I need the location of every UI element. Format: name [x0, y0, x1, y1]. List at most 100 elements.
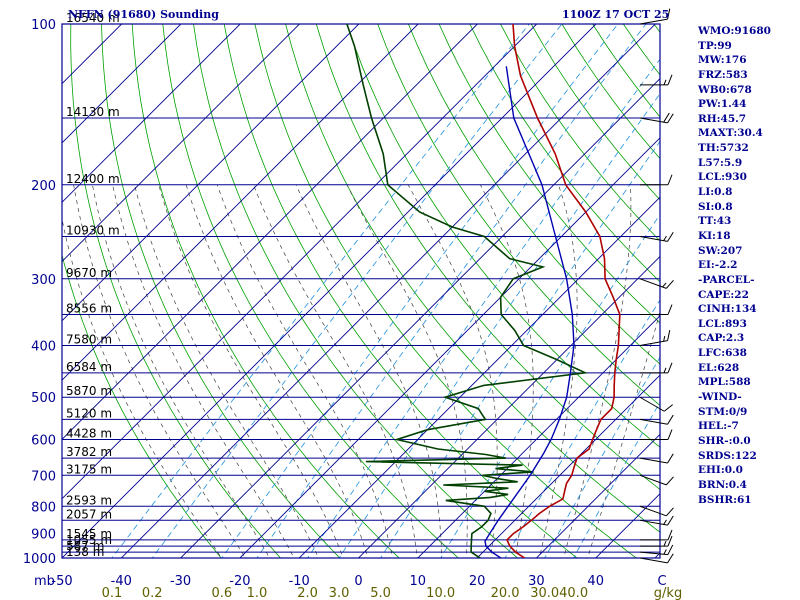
- moist-adiabat-line: [62, 217, 222, 558]
- mixing-ratio-label: 0.6: [211, 586, 232, 600]
- sounding-index: MPL:588: [698, 376, 751, 389]
- isotherm-line: [62, 24, 182, 144]
- sounding-index: EHI:0.0: [698, 464, 743, 477]
- moist-adiabat-line: [73, 184, 246, 558]
- mixing-ratio-label: 1.0: [247, 586, 268, 600]
- mixing-ratio-line: [256, 24, 647, 558]
- pressure-tick-label: 1000: [23, 552, 56, 567]
- wind-barb-feather: [665, 507, 674, 517]
- observation-time: 1100Z 17 OCT 25: [562, 8, 670, 21]
- wind-barb-staff: [639, 474, 667, 486]
- isotherm-line: [357, 255, 660, 558]
- chart-frame: [61, 23, 661, 559]
- sounding-index: EL:628: [698, 361, 740, 374]
- mixing-ratio-line: [151, 24, 563, 558]
- wind-barb-feather: [667, 8, 671, 20]
- sounding-index: MAXT:30.4: [698, 127, 763, 140]
- sounding-index: STM:0/9: [698, 405, 748, 418]
- moist-adiabat-line: [587, 310, 660, 558]
- mixing-ratio-label: 2.0: [297, 586, 318, 600]
- wind-barb-staff: [639, 557, 668, 564]
- mixing-ratio-line: [544, 356, 660, 558]
- temperature-tick-label: -30: [170, 574, 191, 589]
- wind-barb-feather: [665, 476, 674, 486]
- height-level-label: 12400 m: [66, 172, 120, 186]
- height-level-label: 8556 m: [66, 302, 112, 316]
- wind-barb-half-feather: [663, 540, 667, 547]
- height-level-label: 4428 m: [66, 427, 112, 441]
- isotherm-line: [62, 24, 301, 263]
- wind-barb-feather: [667, 74, 673, 86]
- wind-barb-half-feather: [663, 79, 667, 86]
- moist-adiabat-line: [539, 184, 578, 558]
- isotherm-line: [239, 137, 660, 558]
- height-level-label: 3175 m: [66, 462, 112, 476]
- sounding-index: MW:176: [698, 54, 747, 67]
- dewpoint-trace: [346, 24, 589, 558]
- isotherm-line: [120, 24, 656, 558]
- wind-barb-staff: [639, 396, 665, 412]
- station-title: NFFN (91680) Sounding: [68, 8, 219, 21]
- sounding-index: BSHR:61: [698, 493, 752, 506]
- wind-barb-half-feather: [663, 367, 667, 374]
- height-level-label: 138 m: [66, 545, 104, 559]
- pressure-tick-label: 100: [31, 18, 56, 33]
- dry-adiabat-line: [62, 253, 222, 558]
- wind-barb-feather: [667, 362, 673, 374]
- mixing-ratio-line: [221, 24, 619, 558]
- temperature-tick-label: 40: [587, 574, 604, 589]
- moist-adiabat-line: [480, 184, 534, 558]
- mixing-ratio-label: 3.0: [329, 586, 350, 600]
- parcel-trace: [484, 66, 575, 558]
- mixing-ratio-label: 5.0: [370, 586, 391, 600]
- mixing-ratio-line: [338, 93, 660, 558]
- wind-barb: [640, 429, 673, 441]
- wind-barb-feather: [667, 429, 673, 440]
- wind-barb: [639, 396, 674, 412]
- dry-adiabat-line: [346, 24, 660, 448]
- moist-adiabat-line: [407, 184, 498, 558]
- moist-adiabat-line: [112, 184, 295, 558]
- mixing-ratio-line: [440, 213, 660, 558]
- temperature-tick-label: -50: [51, 574, 72, 589]
- dry-adiabat-line: [223, 24, 578, 558]
- sounding-index: FRZ:583: [698, 68, 748, 81]
- wind-barb: [639, 112, 674, 124]
- sounding-index: TP:99: [698, 39, 732, 52]
- wind-barb-staff: [639, 236, 668, 242]
- mixing-ratio-line: [111, 24, 530, 558]
- isotherm-line: [298, 196, 660, 558]
- wind-barb-staff: [639, 340, 668, 346]
- wind-barb: [640, 362, 673, 374]
- wind-barb-staff: [639, 505, 667, 517]
- mixing-ratio-label: 40.0: [559, 586, 588, 600]
- sounding-index: EI:-2.2: [698, 259, 738, 272]
- sounding-index: HEL:-7: [698, 420, 739, 433]
- wind-barb: [640, 74, 673, 86]
- height-level-label: 7580 m: [66, 333, 112, 347]
- height-level-label: 587 m: [66, 539, 104, 553]
- mixing-ratio-label: 0.1: [102, 586, 123, 600]
- wind-barb-staff: [639, 278, 667, 289]
- height-level-label: 3782 m: [66, 445, 112, 459]
- sounding-index: SHR-:0.0: [698, 434, 751, 447]
- temperature-trace: [506, 24, 621, 558]
- dry-adiabat-line: [254, 24, 637, 558]
- sounding-index: KI:18: [698, 229, 731, 242]
- isotherm-line: [179, 77, 660, 558]
- wind-barb-feather: [667, 113, 674, 124]
- wind-barb: [639, 553, 674, 564]
- dry-adiabat-line: [377, 24, 660, 406]
- wind-barb: [639, 515, 674, 526]
- sounding-index: WMO:91680: [698, 25, 771, 37]
- wind-barb: [639, 544, 674, 556]
- isotherm-line: [0, 0, 27, 569]
- height-level-label: 5120 m: [66, 406, 112, 420]
- dry-adiabat-line: [315, 24, 660, 490]
- pressure-tick-label: 500: [31, 391, 56, 406]
- mixing-ratio-label: 30.0: [530, 586, 559, 600]
- mixing-ratio-label: 10.0: [426, 586, 455, 600]
- pressure-tick-label: 800: [31, 500, 56, 515]
- isotherm-line: [62, 24, 479, 441]
